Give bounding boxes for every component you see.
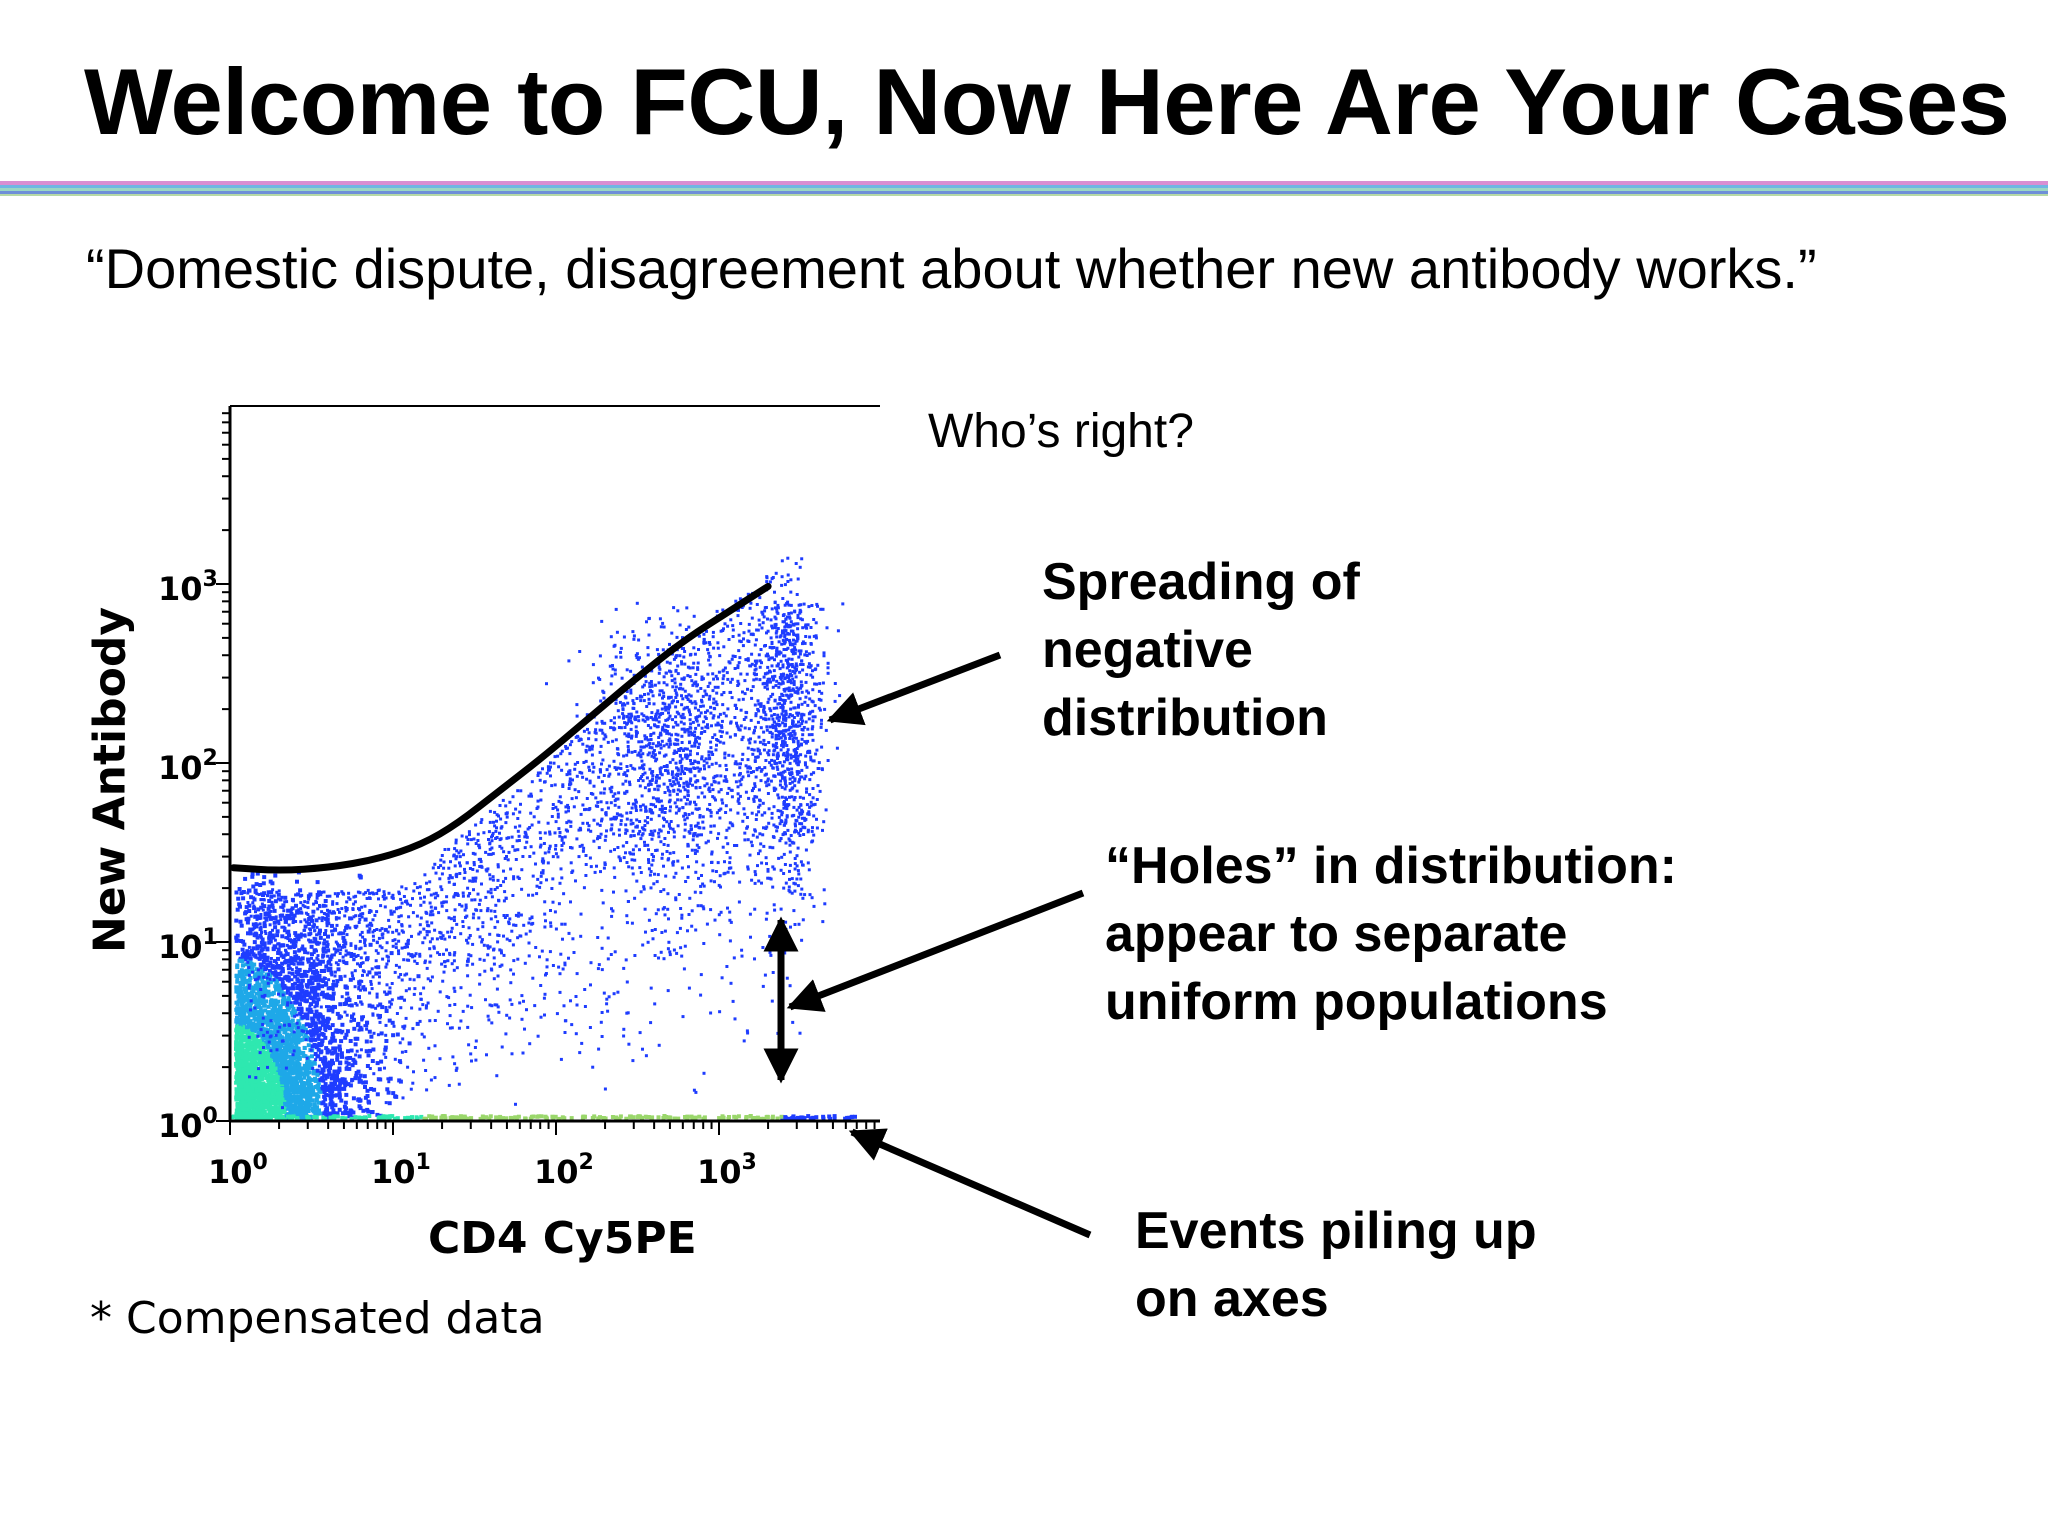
annotation-line: negative — [1042, 621, 1253, 679]
plot-axes — [216, 405, 880, 1135]
y-tick-label: 101 — [158, 925, 218, 966]
annotation-line: uniform populations — [1105, 973, 1608, 1031]
y-tick-label: 102 — [158, 746, 218, 787]
event-density — [230, 556, 857, 1121]
footnote: * Compensated data — [90, 1293, 545, 1344]
annotation-spreading: Spreading of negative distribution — [1042, 548, 1360, 752]
annotation-line: appear to separate — [1105, 905, 1568, 963]
annotation-line: distribution — [1042, 689, 1328, 747]
x-tick-label: 102 — [534, 1150, 594, 1191]
annotation-piling: Events piling up on axes — [1135, 1197, 1537, 1333]
title-divider — [0, 176, 2048, 200]
y-tick-label: 103 — [158, 567, 218, 608]
x-tick-label: 100 — [208, 1150, 268, 1191]
annotation-holes: “Holes” in distribution: appear to separ… — [1105, 832, 1677, 1036]
arrow-piling — [848, 1128, 1092, 1239]
arrow-holes — [786, 889, 1085, 1012]
x-axis-label: CD4 Cy5PE — [428, 1213, 697, 1264]
y-tick-label: 100 — [158, 1104, 218, 1145]
x-tick-label: 103 — [697, 1150, 757, 1191]
spread-curve — [230, 582, 772, 874]
x-tick-label: 101 — [371, 1150, 431, 1191]
slide-title: Welcome to FCU, Now Here Are Your Cases — [84, 49, 2010, 154]
annotation-line: Spreading of — [1042, 553, 1360, 611]
case-quote: “Domestic dispute, disagreement about wh… — [86, 237, 1817, 300]
arrow-spreading — [826, 651, 1002, 726]
annotation-line: “Holes” in distribution: — [1105, 837, 1677, 895]
tick-labels: 100 101 102 103 100 101 102 103 — [158, 567, 757, 1191]
annotation-line: Events piling up — [1135, 1202, 1537, 1260]
question-text: Who’s right? — [928, 405, 1194, 458]
annotation-line: on axes — [1135, 1270, 1329, 1328]
